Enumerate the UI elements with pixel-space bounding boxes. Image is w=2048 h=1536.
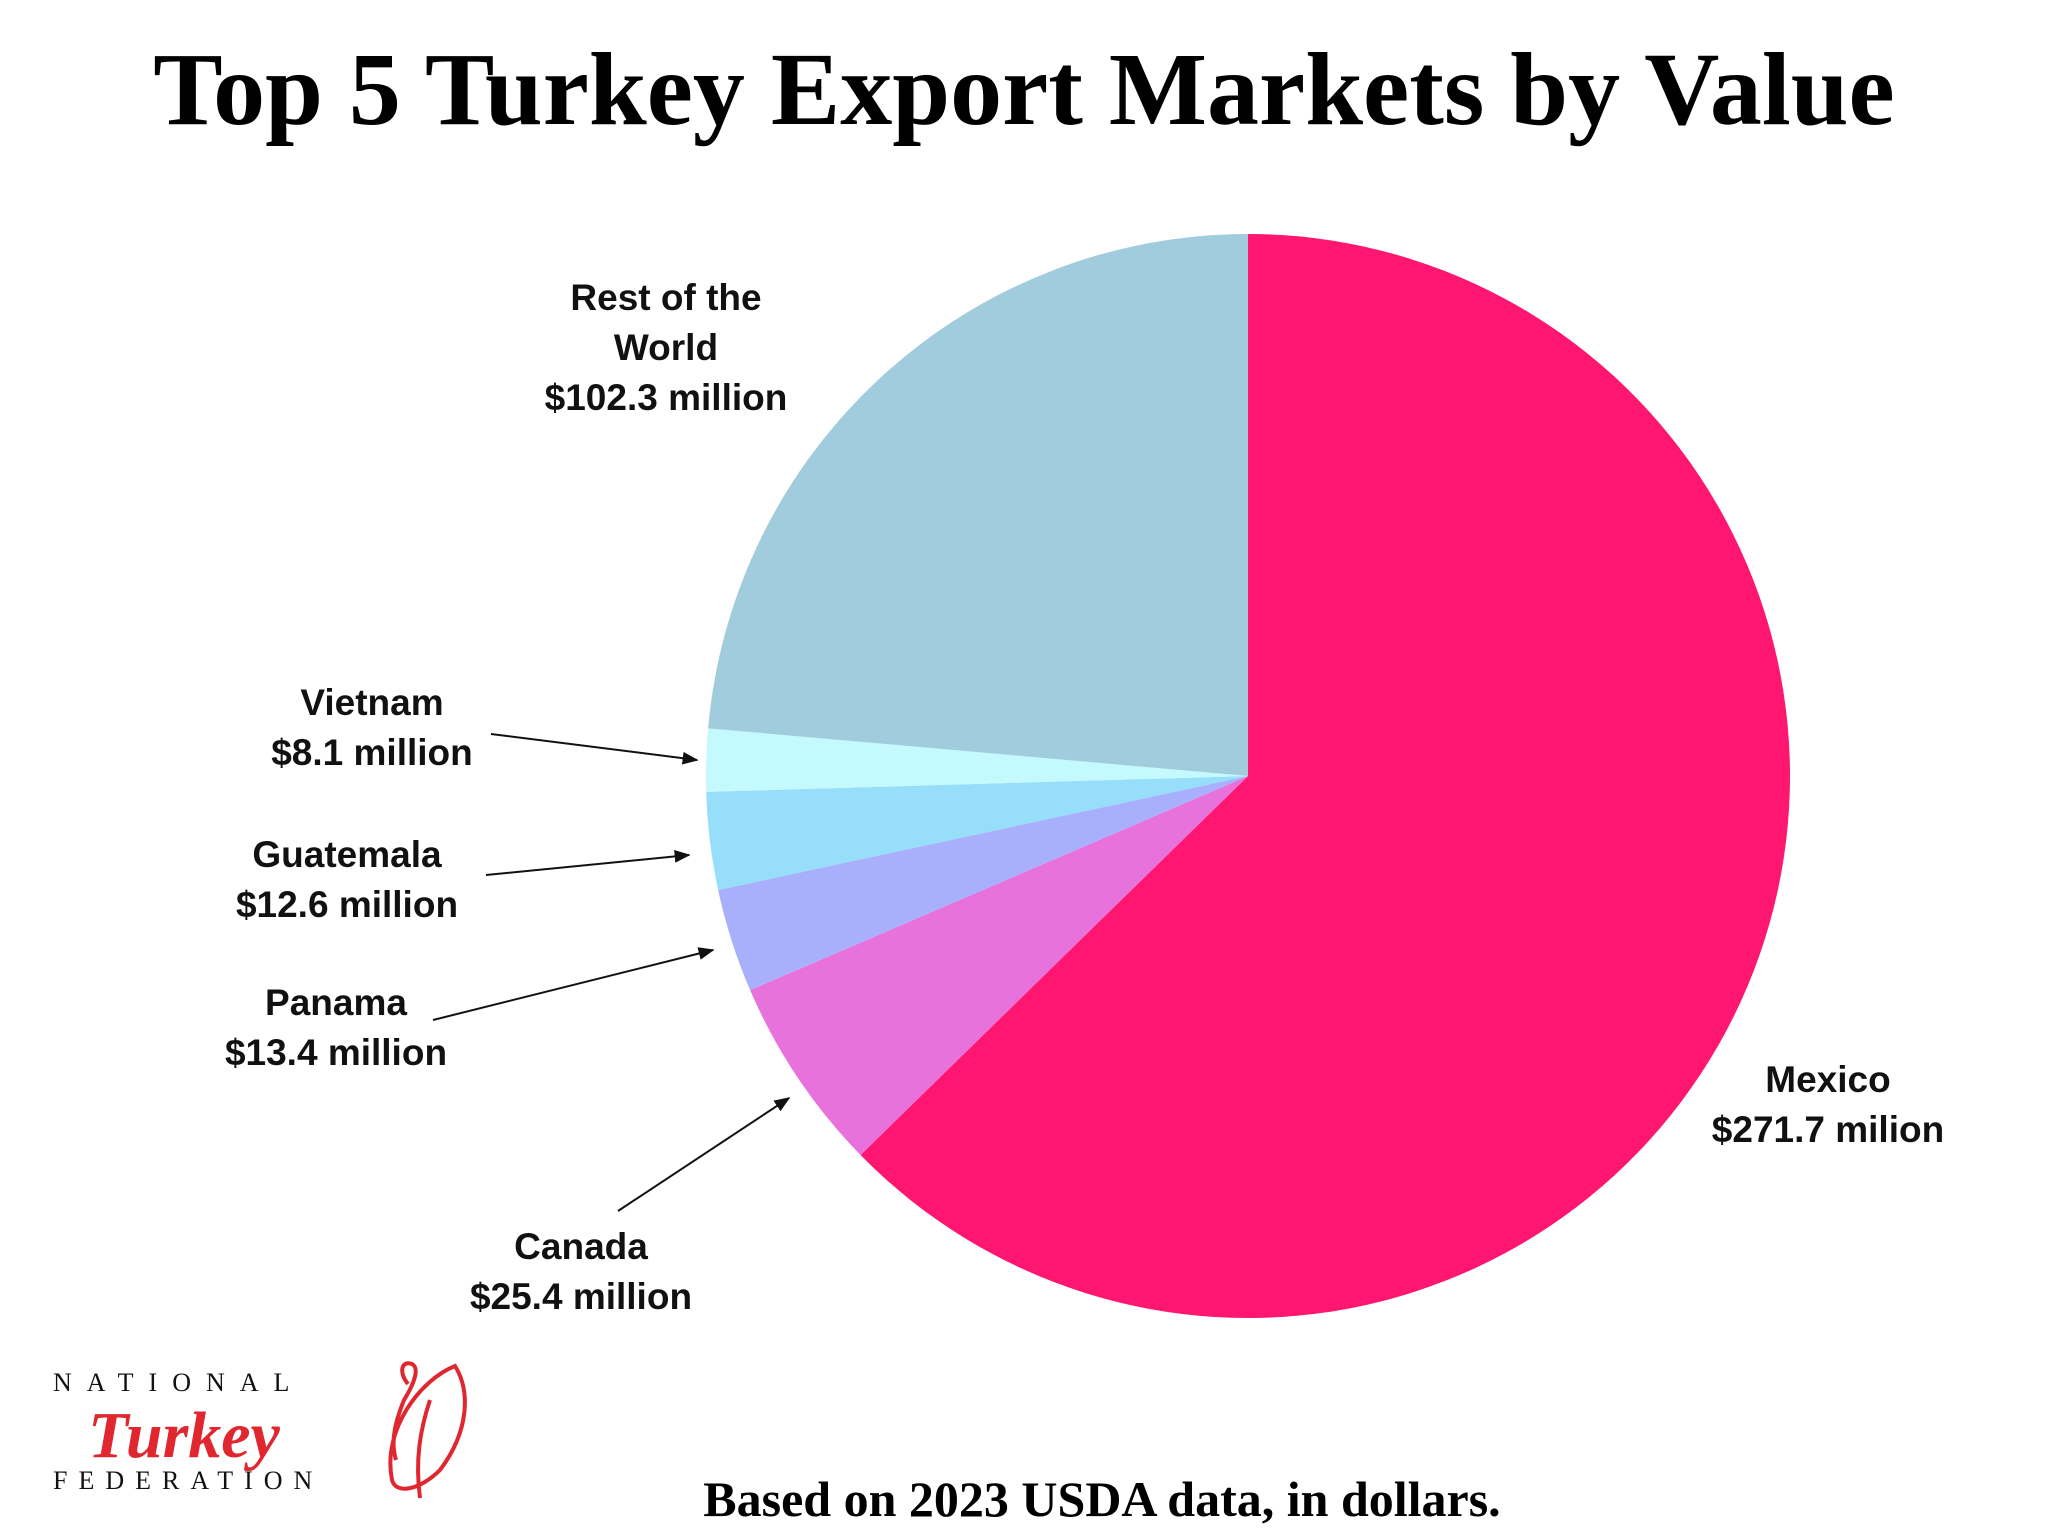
pie-slice xyxy=(750,776,1248,1155)
value-label: $102.3 million xyxy=(544,377,788,418)
logo-line2: Turkey xyxy=(88,1399,280,1472)
pie-slice xyxy=(706,728,1248,792)
category-label: Canada xyxy=(514,1226,648,1267)
data-label: Panama $13.4 million xyxy=(136,978,536,1078)
leader-line xyxy=(490,733,699,765)
category-label: Guatemala xyxy=(252,834,442,875)
data-label: Mexico $271.7 milion xyxy=(1628,1055,2028,1155)
chart-title: Top 5 Turkey Export Markets by Value xyxy=(153,32,1895,147)
value-label: $271.7 milion xyxy=(1711,1109,1945,1150)
value-label: $13.4 million xyxy=(224,1032,448,1073)
category-label: Vietnam xyxy=(300,682,444,723)
turkey-icon xyxy=(388,1361,467,1499)
pie-slice xyxy=(860,234,1790,1318)
data-label: Vietnam $8.1 million xyxy=(172,678,572,778)
leader-line xyxy=(485,850,691,876)
value-label: $12.6 million xyxy=(235,884,459,925)
value-label: $25.4 million xyxy=(469,1276,693,1317)
pie-slice xyxy=(708,234,1248,776)
category-label: Panama xyxy=(265,982,407,1023)
leader-line xyxy=(432,947,715,1021)
chart-note: Based on 2023 USDA data, in dollars. xyxy=(703,1471,1501,1527)
category-label: Rest of the World xyxy=(570,277,762,368)
logo-line1: NATIONAL xyxy=(53,1368,305,1397)
value-label: $8.1 million xyxy=(271,732,473,773)
pie-slice xyxy=(718,776,1248,991)
pie-slice xyxy=(706,776,1248,891)
category-label: Mexico xyxy=(1765,1059,1891,1100)
data-label: Rest of the World $102.3 million xyxy=(521,273,811,423)
data-label: Guatemala $12.6 million xyxy=(147,830,547,930)
data-label: Canada $25.4 million xyxy=(381,1222,781,1322)
logo-line3: FEDERATION xyxy=(53,1466,324,1495)
leader-line xyxy=(617,1097,791,1212)
